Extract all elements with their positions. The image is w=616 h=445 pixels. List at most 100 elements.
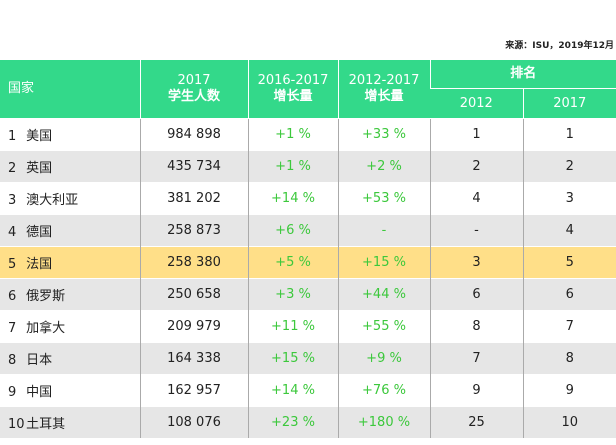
header-country: 国家 xyxy=(0,60,140,119)
growth-2016-2017-cell: +23 % xyxy=(247,406,338,438)
rank-number: 3 xyxy=(8,193,17,208)
table-row: 3 澳大利亚 381 202 +14 % +53 % 4 3 xyxy=(0,182,616,215)
students-cell: 258 873 xyxy=(139,214,248,247)
country-cell: 2 英国 xyxy=(0,150,140,183)
rank-2012-cell: 2 xyxy=(429,150,523,183)
rank-2017-cell: 2 xyxy=(522,150,616,183)
growth-2012-2017-cell: +15 % xyxy=(337,246,430,279)
growth-2012-2017-cell: +9 % xyxy=(337,342,430,375)
growth-2016-2017-cell: +14 % xyxy=(247,374,338,407)
growth-2016-2017-cell: +5 % xyxy=(247,246,338,279)
students-cell: 258 380 xyxy=(139,246,248,279)
growth-2016-2017-cell: +15 % xyxy=(247,342,338,375)
rank-number: 1 xyxy=(8,129,17,144)
rank-2017-cell: 10 xyxy=(522,406,616,438)
country-name: 法国 xyxy=(26,257,53,272)
country-cell: 7 加拿大 xyxy=(0,310,140,343)
rank-2012-cell: 1 xyxy=(429,118,523,151)
rank-2017-cell: 4 xyxy=(522,214,616,247)
growth-2012-2017-cell: +55 % xyxy=(337,310,430,343)
growth-2012-2017-cell: +2 % xyxy=(337,150,430,183)
growth-2012-2017-cell: +180 % xyxy=(337,406,430,438)
header-growth-2016-2017: 2016-2017 增长量 xyxy=(247,60,338,119)
growth-2012-2017-cell: - xyxy=(337,214,430,247)
table-row: 4 德国 258 873 +6 % - -4 xyxy=(0,214,616,247)
country-cell: 8 日本 xyxy=(0,342,140,375)
students-cell: 250 658 xyxy=(139,278,248,311)
rank-2012-cell: 8 xyxy=(429,310,523,343)
country-name: 英国 xyxy=(26,161,53,176)
rank-2012-cell: 4 xyxy=(429,182,523,215)
table-body: 1 美国 984 898 +1 % +33 % 1 1 2 英国 435 734 +1 % +2 … xyxy=(0,118,616,438)
header-ranking-label: 排名 xyxy=(510,66,537,82)
students-cell: 984 898 xyxy=(139,118,248,151)
country-cell: 3 澳大利亚 xyxy=(0,182,140,215)
country-name: 加拿大 xyxy=(26,321,66,336)
students-cell: 381 202 xyxy=(139,182,248,215)
student-ranking-table: 国家 2017 学生人数 2016-2017 增长量 2012-2017 增长量… xyxy=(0,60,616,438)
rank-2017-cell: 5 xyxy=(522,246,616,279)
country-name: 德国 xyxy=(26,225,53,240)
students-cell: 164 338 xyxy=(139,342,248,375)
growth-2016-2017-cell: +14 % xyxy=(247,182,338,215)
rank-2012-cell: 6 xyxy=(429,278,523,311)
table-row: 6 俄罗斯 250 658 +3 % +44 % 6 6 xyxy=(0,278,616,311)
rank-2012-cell: 7 xyxy=(429,342,523,375)
table-row: 9 中国 162 957 +14 % +76 % 9 9 xyxy=(0,374,616,407)
country-name: 中国 xyxy=(26,385,53,400)
rank-2012-cell: 3 xyxy=(429,246,523,279)
rank-number: 2 xyxy=(8,161,17,176)
growth-2016-2017-cell: +1 % xyxy=(247,118,338,151)
header-students-year: 2017 xyxy=(177,73,211,88)
source-note: 来源：ISU，2019年12月 xyxy=(505,41,614,51)
growth-2016-2017-cell: +1 % xyxy=(247,150,338,183)
rank-2012-cell: - xyxy=(429,214,523,247)
header-growth-2012-2017-label: 增长量 xyxy=(364,89,404,104)
country-cell: 5 法国 xyxy=(0,246,140,279)
rank-number: 10 xyxy=(8,417,25,432)
rank-2017-cell: 9 xyxy=(522,374,616,407)
table-row: 5 法国 258 380 +5 % +15 % 3 5 xyxy=(0,246,616,279)
students-cell: 435 734 xyxy=(139,150,248,183)
header-growth-2016-2017-label: 增长量 xyxy=(273,89,313,104)
rank-number: 8 xyxy=(8,353,17,368)
growth-2016-2017-cell: +3 % xyxy=(247,278,338,311)
table-row: 7 加拿大 209 979 +11 % +55 % 8 7 xyxy=(0,310,616,343)
header-ranking: 排名 xyxy=(429,60,616,89)
table-row: 8 日本 164 338 +15 % +9 % 7 8 xyxy=(0,342,616,375)
rank-2017-cell: 3 xyxy=(522,182,616,215)
students-cell: 108 076 xyxy=(139,406,248,438)
country-name: 澳大利亚 xyxy=(26,193,79,208)
rank-number: 9 xyxy=(8,385,17,400)
header-students-label: 学生人数 xyxy=(167,89,220,104)
students-cell: 162 957 xyxy=(139,374,248,407)
country-cell: 1 美国 xyxy=(0,118,140,151)
header-students: 2017 学生人数 xyxy=(139,60,248,119)
table-header: 国家 2017 学生人数 2016-2017 增长量 2012-2017 增长量… xyxy=(0,60,616,119)
header-rank-2017: 2017 xyxy=(522,88,616,119)
country-cell: 10 土耳其 xyxy=(0,406,140,438)
table-row: 2 英国 435 734 +1 % +2 % 2 2 xyxy=(0,150,616,183)
rank-2012-cell: 9 xyxy=(429,374,523,407)
header-growth-2012-2017: 2012-2017 增长量 xyxy=(337,60,430,119)
students-cell: 209 979 xyxy=(139,310,248,343)
rank-2017-cell: 1 xyxy=(522,118,616,151)
growth-2012-2017-cell: +33 % xyxy=(337,118,430,151)
table-row: 10 土耳其 108 076 +23 % +180 % 25 10 xyxy=(0,406,616,438)
rank-number: 5 xyxy=(8,257,17,272)
growth-2012-2017-cell: +53 % xyxy=(337,182,430,215)
country-cell: 9 中国 xyxy=(0,374,140,407)
country-name: 土耳其 xyxy=(26,417,66,432)
header-rank-2012: 2012 xyxy=(430,88,523,119)
growth-2012-2017-cell: +44 % xyxy=(337,278,430,311)
rank-number: 4 xyxy=(8,225,17,240)
rank-2017-cell: 8 xyxy=(522,342,616,375)
country-name: 俄罗斯 xyxy=(26,289,66,304)
header-growth-2012-2017-years: 2012-2017 xyxy=(348,73,420,88)
rank-number: 6 xyxy=(8,289,17,304)
rank-2012-cell: 25 xyxy=(429,406,523,438)
table-row: 1 美国 984 898 +1 % +33 % 1 1 xyxy=(0,118,616,151)
header-growth-2016-2017-years: 2016-2017 xyxy=(257,73,329,88)
growth-2012-2017-cell: +76 % xyxy=(337,374,430,407)
rank-2017-cell: 6 xyxy=(522,278,616,311)
